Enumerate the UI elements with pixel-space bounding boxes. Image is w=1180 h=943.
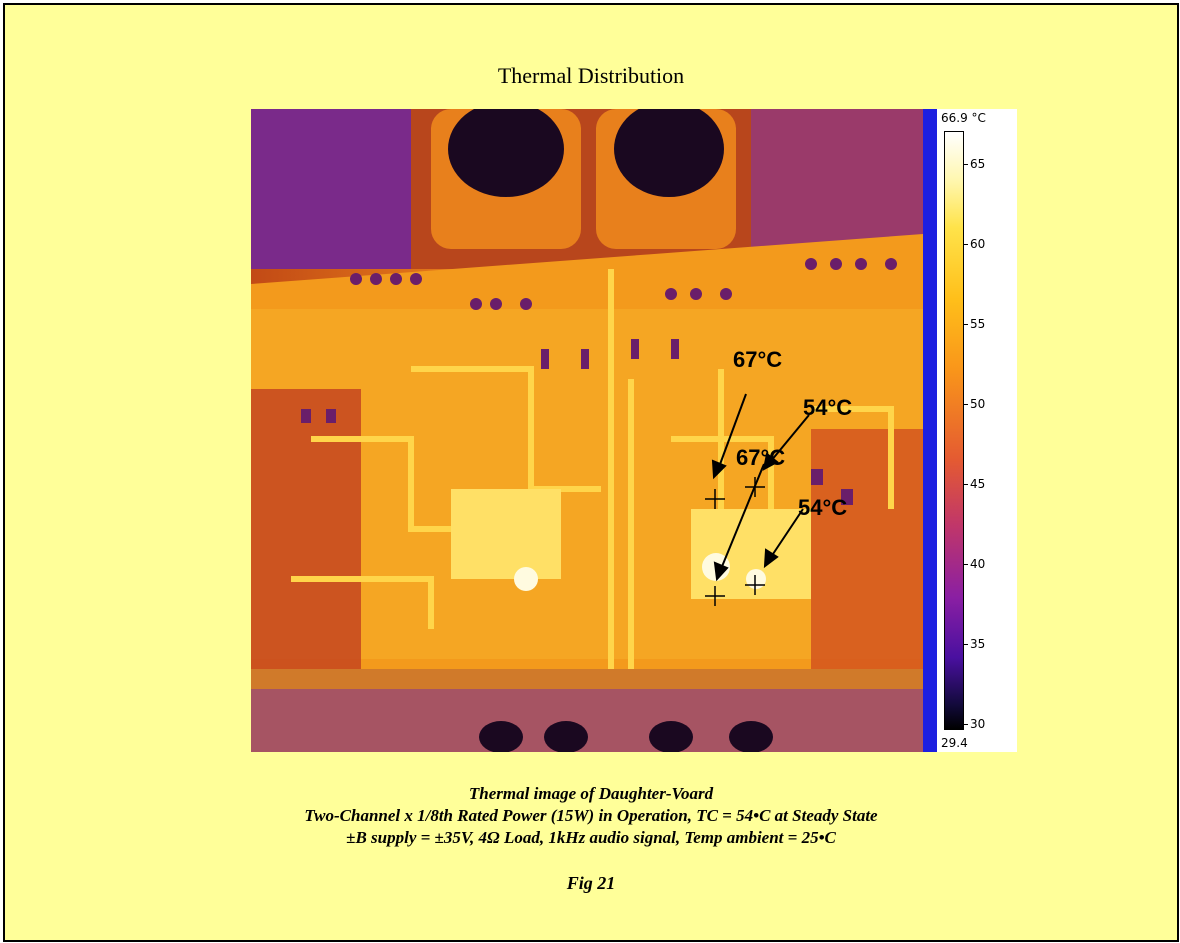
scale-tick: 60 <box>963 238 985 250</box>
figure-title: Thermal Distribution <box>497 63 685 88</box>
temp-annotation-67-lower: 67°C <box>736 445 786 470</box>
figure-caption: Thermal image of Daughter-Voard Two-Chan… <box>5 783 1177 849</box>
scale-min-label: 29.4 <box>941 736 968 750</box>
caption-line-3: ±B supply = ±35V, 4Ω Load, 1kHz audio si… <box>346 828 836 847</box>
image-border-band <box>923 109 937 752</box>
scale-tick: 45 <box>963 478 985 490</box>
thermal-figure: 67°C 54°C 67°C 54°C 66.9 °C 65 60 55 50 … <box>251 109 1017 752</box>
scale-tick: 30 <box>963 718 985 730</box>
caption-line-1: Thermal image of Daughter-Voard <box>468 784 714 803</box>
scale-max-label: 66.9 °C <box>941 111 986 125</box>
caption-line-2: Two-Channel x 1/8th Rated Power (15W) in… <box>304 806 878 825</box>
temp-annotation-67-upper: 67°C <box>733 347 783 372</box>
temperature-scale: 66.9 °C 65 60 55 50 45 40 35 30 29.4 <box>937 109 1017 752</box>
temp-annotation-54-upper: 54°C <box>803 395 853 420</box>
thermal-image: 67°C 54°C 67°C 54°C <box>251 109 923 752</box>
scale-tick: 40 <box>963 558 985 570</box>
scale-tick: 55 <box>963 318 985 330</box>
temp-annotation-54-lower: 54°C <box>798 495 848 520</box>
scale-gradient-bar <box>944 131 964 730</box>
scale-tick: 35 <box>963 638 985 650</box>
figure-number: Fig 21 <box>566 873 616 893</box>
page-frame: Thermal Distribution <box>3 3 1179 942</box>
scale-tick: 65 <box>963 158 985 170</box>
thermal-image-graphic <box>251 109 923 752</box>
scale-tick: 50 <box>963 398 985 410</box>
